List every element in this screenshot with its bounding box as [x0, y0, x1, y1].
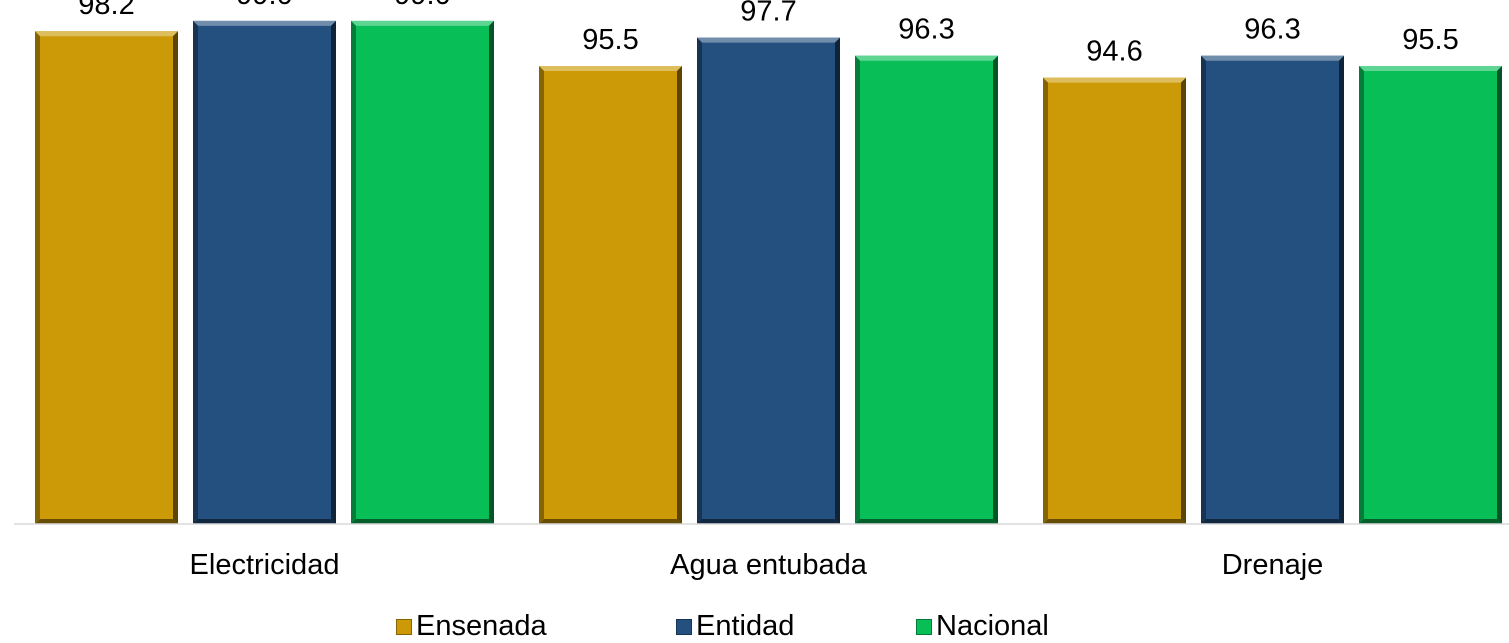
- bar: [1201, 55, 1344, 524]
- bar: [351, 20, 494, 525]
- data-label: 99.0: [236, 0, 292, 11]
- bar-chart: 98.2 99.0 99.0 95.5 97.7 96.3 94.6 96.3 95.5 Ele…: [14, 0, 1509, 581]
- legend-swatch: [676, 618, 692, 635]
- legend-label: Entidad: [696, 610, 795, 642]
- legend-item-entidad: Entidad: [676, 610, 794, 643]
- category-labels-layer: Electricidad Agua entubada Drenaje: [190, 549, 1324, 581]
- legend-swatch: [396, 618, 412, 635]
- legend-label: Nacional: [936, 610, 1049, 642]
- value-labels-layer: 98.2 99.0 99.0 95.5 97.7 96.3 94.6 96.3 95.5: [78, 0, 1458, 68]
- data-label: 96.3: [898, 14, 954, 46]
- category-label: Electricidad: [190, 549, 340, 581]
- data-label: 94.6: [1086, 36, 1142, 68]
- bars-layer: [35, 20, 1502, 525]
- bar: [1043, 77, 1186, 524]
- data-label: 97.7: [740, 0, 796, 28]
- bar: [855, 55, 998, 524]
- legend-label: Ensenada: [416, 610, 547, 642]
- legend-swatch: [916, 618, 932, 635]
- bar: [193, 20, 336, 525]
- category-label: Drenaje: [1222, 549, 1324, 581]
- bar: [539, 66, 682, 525]
- data-label: 98.2: [78, 0, 134, 21]
- bar: [697, 37, 840, 525]
- legend-item-ensenada: Ensenada: [396, 610, 547, 643]
- data-label: 95.5: [582, 24, 638, 56]
- category-label: Agua entubada: [670, 549, 868, 581]
- legend-item-nacional: Nacional: [916, 610, 1049, 643]
- bar: [35, 31, 178, 524]
- data-label: 95.5: [1402, 24, 1458, 56]
- data-label: 96.3: [1244, 14, 1300, 46]
- legend: Ensenada Entidad Nacional: [0, 610, 1509, 643]
- data-label: 99.0: [394, 0, 450, 11]
- bar: [1359, 66, 1502, 525]
